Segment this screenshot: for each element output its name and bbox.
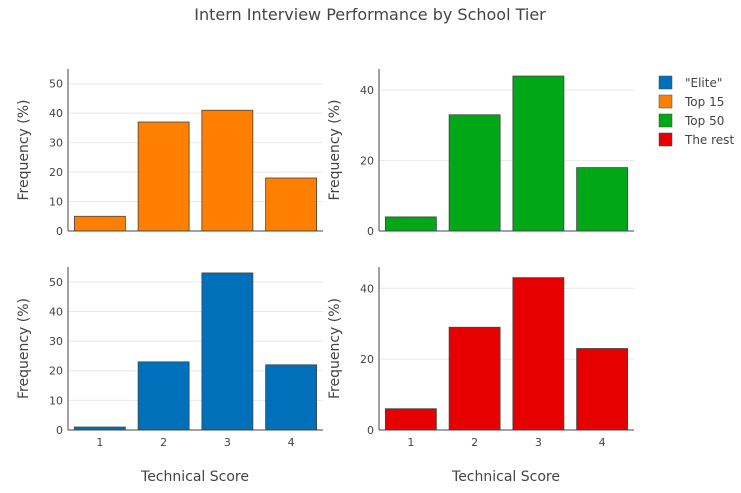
- y-tick-label: 40: [49, 107, 63, 120]
- legend-label: The rest: [684, 133, 734, 147]
- legend-label: "Elite": [685, 76, 722, 90]
- legend-swatch: [658, 113, 673, 128]
- x-tick-label: 3: [535, 436, 542, 449]
- chart-title: Intern Interview Performance by School T…: [194, 5, 546, 24]
- legend-swatch: [658, 75, 673, 90]
- bar[interactable]: "Elite" 4: 22: [265, 364, 318, 431]
- x-tick-label: 3: [224, 436, 231, 449]
- y-tick-label: 0: [367, 424, 374, 437]
- y-tick-label: 40: [49, 305, 63, 318]
- x-tick-label: 4: [599, 436, 606, 449]
- subplot-4: 02040The rest 1: 6The rest 2: 29The rest…: [327, 267, 634, 449]
- y-tick-label: 50: [49, 276, 63, 289]
- legend-item[interactable]: Top 15: [658, 94, 724, 109]
- bar[interactable]: Top 15 3: 41: [201, 109, 254, 232]
- legend-label: Top 50: [684, 114, 724, 128]
- y-tick-label: 0: [367, 225, 374, 238]
- legend-item[interactable]: "Elite": [658, 75, 722, 90]
- y-tick-label: 30: [49, 335, 63, 348]
- bar[interactable]: "Elite" 2: 23: [137, 361, 190, 431]
- legend-label: Top 15: [684, 95, 724, 109]
- y-tick-label: 20: [360, 155, 374, 168]
- x-tick-label: 2: [160, 436, 167, 449]
- y-tick-label: 0: [56, 424, 63, 437]
- y-tick-label: 30: [49, 137, 63, 150]
- bar[interactable]: Top 15 2: 37: [137, 121, 190, 232]
- y-tick-label: 50: [49, 78, 63, 91]
- bar[interactable]: The rest 2: 29: [448, 326, 501, 431]
- bar[interactable]: Top 50 1: 4: [384, 216, 437, 232]
- bar[interactable]: Top 50 3: 44: [512, 75, 565, 232]
- x-axis-label-left: Technical Score: [140, 469, 249, 485]
- y-tick-label: 0: [56, 225, 63, 238]
- y-tick-label: 40: [360, 84, 374, 97]
- legend-item[interactable]: Top 50: [658, 113, 724, 128]
- legend-item[interactable]: The rest: [658, 132, 734, 147]
- bar[interactable]: Top 15 1: 5: [73, 215, 126, 232]
- x-tick-label: 1: [96, 436, 103, 449]
- y-tick-label: 10: [49, 394, 63, 407]
- x-axis-label-right: Technical Score: [451, 469, 560, 485]
- y-tick-label: 40: [360, 282, 374, 295]
- bar[interactable]: The rest 4: 23: [576, 348, 629, 431]
- y-tick-label: 20: [49, 166, 63, 179]
- legend-swatch: [658, 94, 673, 109]
- y-tick-label: 20: [49, 365, 63, 378]
- x-tick-label: 2: [471, 436, 478, 449]
- bar[interactable]: The rest 1: 6: [384, 408, 437, 431]
- y-tick-label: 10: [49, 196, 63, 209]
- y-axis-label: Frequency (%): [16, 99, 32, 200]
- bar[interactable]: The rest 3: 43: [512, 277, 565, 431]
- bar[interactable]: Top 50 2: 33: [448, 114, 501, 232]
- legend-swatch: [658, 132, 673, 147]
- legend[interactable]: "Elite" Top 15 Top 50 The rest: [658, 75, 734, 147]
- y-axis-label: Frequency (%): [16, 298, 32, 399]
- x-tick-label: 4: [288, 436, 295, 449]
- y-axis-label: Frequency (%): [327, 99, 343, 200]
- y-axis-label: Frequency (%): [327, 298, 343, 399]
- x-tick-label: 1: [407, 436, 414, 449]
- subplot-2: 0 20 40 Top 50 1: 4 Top 50 2: 33Top 50 3: 44…: [327, 69, 634, 238]
- bar[interactable]: Top 15 4: 18: [265, 177, 318, 232]
- bar[interactable]: Top 50 4: 18: [576, 167, 629, 232]
- bar[interactable]: "Elite" 3: 53: [201, 272, 254, 431]
- y-tick-label: 20: [360, 353, 374, 366]
